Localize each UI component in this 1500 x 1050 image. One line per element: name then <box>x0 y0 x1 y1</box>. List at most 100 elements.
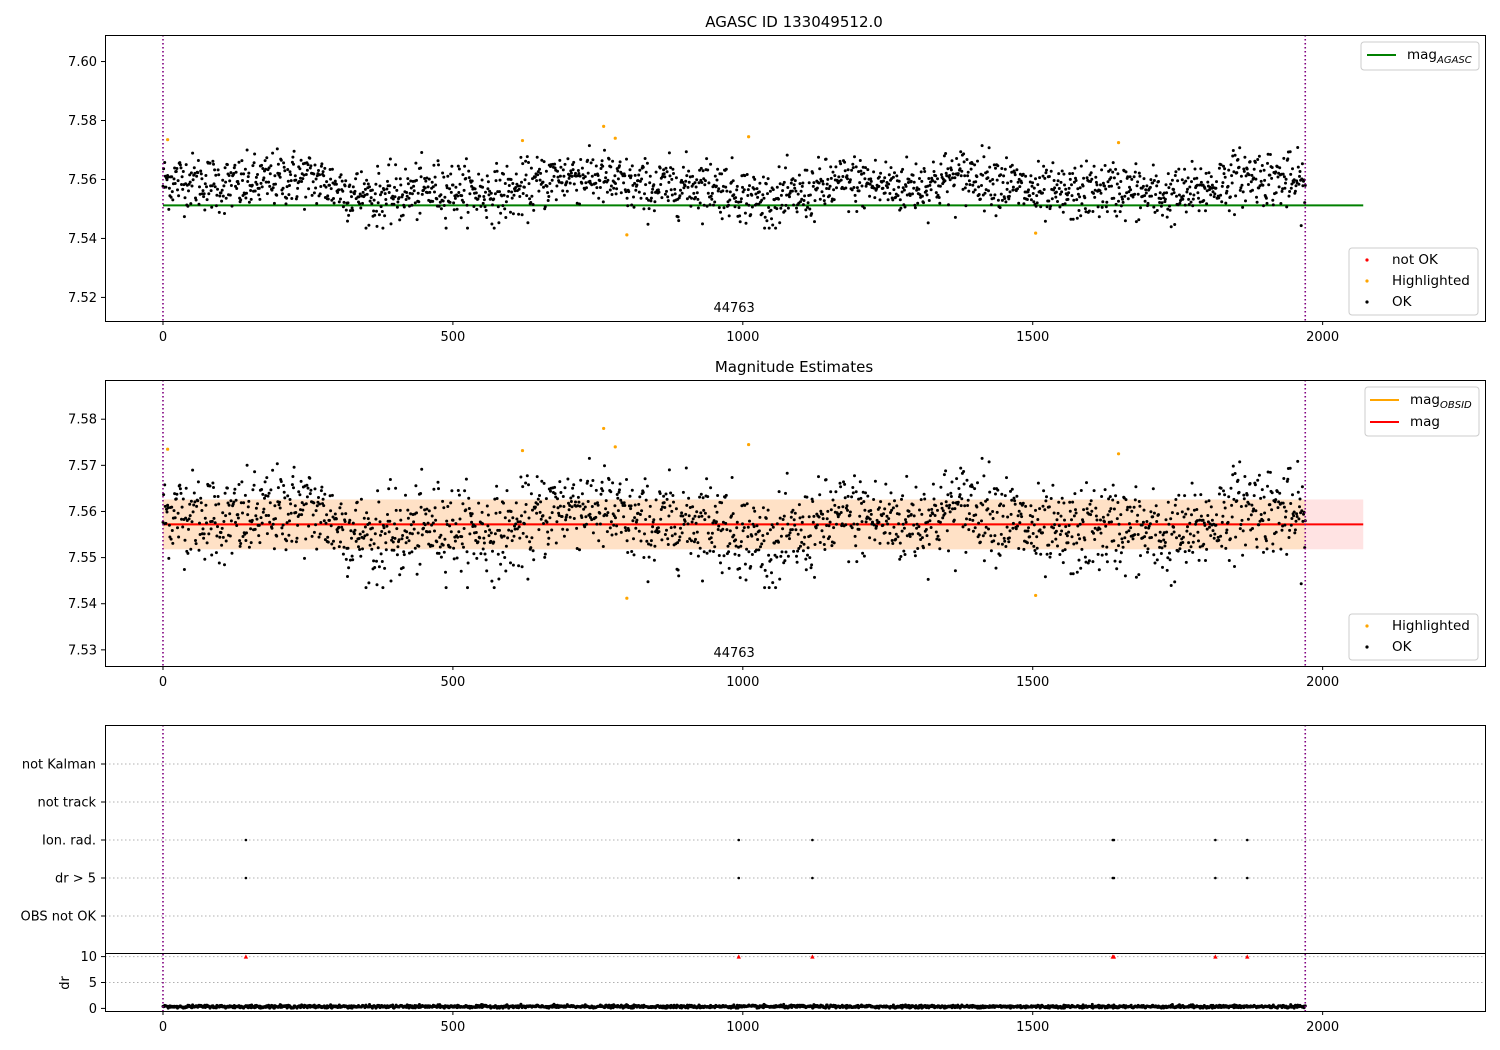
ok-point <box>745 547 749 551</box>
ok-point <box>553 485 557 489</box>
ok-point <box>619 191 623 195</box>
ok-point <box>936 177 939 181</box>
ok-point <box>695 178 699 182</box>
ok-point <box>1062 501 1066 505</box>
ok-point <box>851 486 855 489</box>
ok-point <box>583 525 587 529</box>
ok-point <box>940 506 944 510</box>
ok-point <box>558 504 562 508</box>
ok-point <box>808 556 812 560</box>
ok-point <box>1010 170 1014 174</box>
ok-point <box>966 504 970 507</box>
ok-point <box>397 196 401 200</box>
ok-point <box>503 516 507 520</box>
ok-point <box>981 503 985 507</box>
ok-point <box>649 199 653 203</box>
ok-point <box>228 534 232 538</box>
ok-point <box>913 203 917 207</box>
ok-point <box>832 541 836 545</box>
ok-point <box>763 568 767 572</box>
ok-point <box>252 483 256 487</box>
ok-point <box>971 190 975 194</box>
ok-point <box>1299 224 1303 228</box>
ok-point <box>500 194 504 198</box>
ok-point <box>237 160 241 164</box>
ok-point <box>883 191 887 195</box>
ok-point <box>210 205 214 209</box>
ok-point <box>330 542 334 546</box>
ok-point <box>450 489 454 493</box>
ok-point <box>861 165 865 169</box>
x-tick-label: 500 <box>440 330 465 345</box>
ok-point <box>757 529 761 533</box>
ok-point <box>589 484 593 488</box>
ok-point <box>696 541 700 545</box>
ok-point <box>181 187 185 191</box>
ok-point <box>401 213 405 217</box>
ok-point <box>781 189 785 193</box>
ok-point <box>368 521 371 525</box>
ok-point <box>229 171 233 175</box>
ok-point <box>750 205 754 209</box>
ok-point <box>775 207 779 211</box>
ok-point <box>294 511 298 514</box>
ok-point <box>1123 194 1127 198</box>
ok-point <box>1215 513 1218 517</box>
ok-point <box>1264 196 1268 200</box>
ok-point <box>896 194 900 198</box>
ok-point <box>466 210 470 214</box>
ok-point <box>625 539 629 543</box>
ok-point <box>466 226 469 230</box>
ok-point <box>1143 535 1147 539</box>
ok-point <box>879 500 883 504</box>
ok-point <box>947 549 950 553</box>
ok-point <box>875 524 878 528</box>
ok-point <box>1241 205 1245 209</box>
ok-point <box>1018 501 1022 505</box>
ok-point <box>1177 534 1181 538</box>
ok-point <box>1158 191 1162 195</box>
ok-point <box>784 491 787 495</box>
ok-point <box>518 195 522 198</box>
ok-point <box>604 499 608 503</box>
ok-point <box>354 177 358 181</box>
ok-point <box>801 549 805 553</box>
ok-point <box>278 175 282 179</box>
ok-point <box>175 492 179 496</box>
ok-point <box>1103 520 1106 524</box>
ok-point <box>1262 550 1265 554</box>
ok-point <box>1008 190 1012 194</box>
ok-point <box>230 204 234 208</box>
ok-point <box>1065 193 1069 197</box>
ok-point <box>492 226 496 230</box>
ok-point <box>1036 518 1040 521</box>
ok-point <box>1282 505 1286 509</box>
ok-point <box>391 536 395 540</box>
ok-point <box>1136 513 1140 517</box>
ok-point <box>355 500 359 504</box>
ok-point <box>1190 159 1194 163</box>
ok-point <box>524 159 528 163</box>
ok-point <box>1166 207 1170 211</box>
ok-point <box>505 489 509 493</box>
ok-point <box>1074 508 1077 512</box>
ok-point <box>1234 535 1238 539</box>
ok-point <box>242 501 246 505</box>
ok-point <box>405 530 409 534</box>
ok-point <box>207 532 211 536</box>
ok-point <box>1184 512 1188 516</box>
ok-point <box>1223 175 1227 179</box>
ok-point <box>358 202 362 206</box>
ok-point <box>1110 520 1113 524</box>
ok-point <box>393 185 396 189</box>
ok-point <box>173 492 177 496</box>
ok-point <box>378 184 382 188</box>
ok-point <box>286 494 290 498</box>
ok-point <box>782 180 786 184</box>
ok-point <box>1126 505 1130 509</box>
ok-point <box>900 190 904 194</box>
ok-point <box>477 501 481 505</box>
ok-point <box>330 167 334 171</box>
ok-point <box>706 495 710 499</box>
ok-point <box>556 169 559 173</box>
